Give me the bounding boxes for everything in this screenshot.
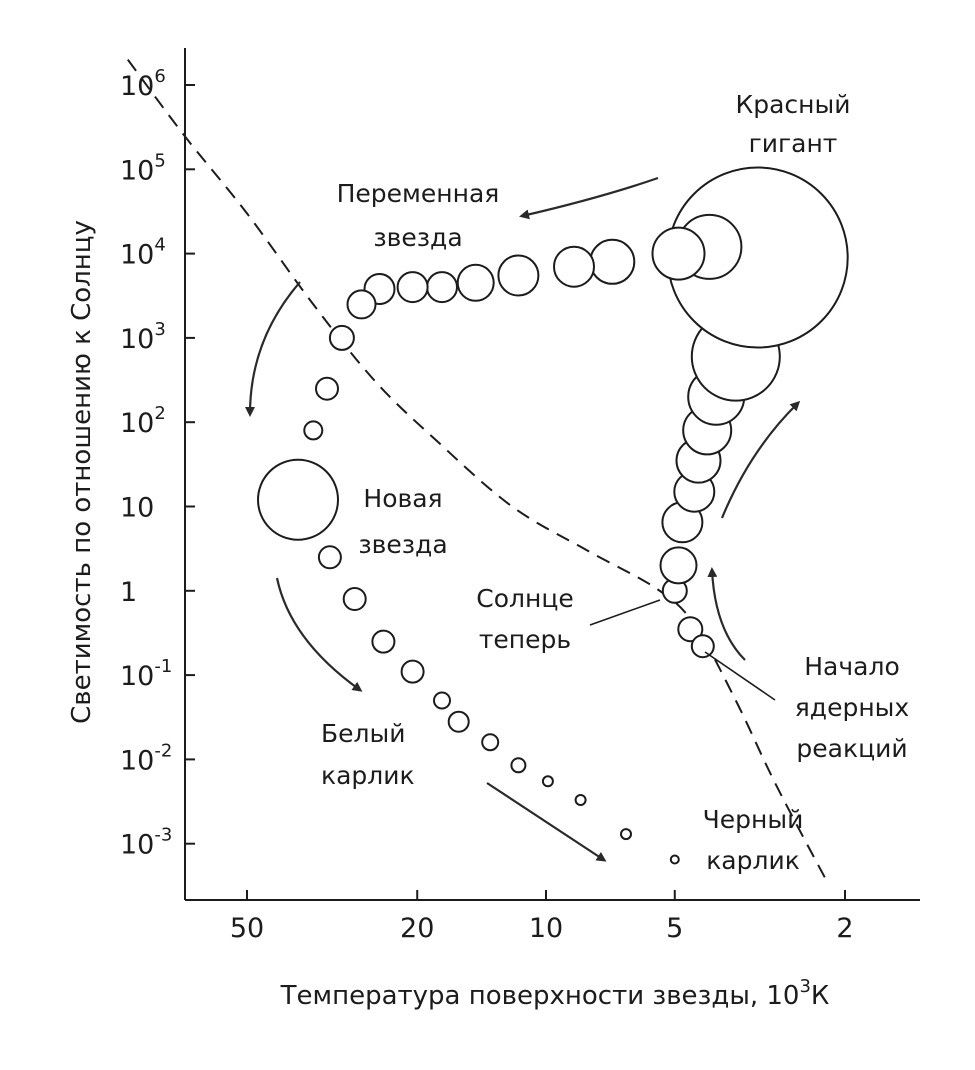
x-axis-title: Температура поверхности звезды, 103К [280,976,830,1011]
label-variable-star: Переменная звезда [337,179,500,252]
y-tick-label: 104 [120,235,166,271]
y-tick-label: 10-1 [120,656,172,692]
star-point [315,376,339,401]
star-point [426,271,458,304]
star-point [342,587,367,611]
star-point [346,289,377,320]
star-point [574,794,587,806]
arrow-red-giant-up [720,400,801,519]
red-giant-line1: Красный [735,90,850,119]
x-axis-ticks: 50 20 10 5 2 [230,890,854,944]
star-point [677,616,704,643]
sun-now-pointer [589,599,661,626]
star-point [690,634,715,659]
white-dwarf-line2: карлик [321,761,415,790]
star-point [620,828,632,841]
nuclear-start-line2: ядерных [795,693,909,722]
star-point [447,710,470,733]
variable-star-line1: Переменная [337,179,500,208]
x-tick-label: 10 [529,913,563,944]
y-tick-label: 10 [120,493,154,524]
star-point [659,546,698,585]
arrows [245,176,801,862]
red-giant-line2: гигант [749,129,838,158]
sun-now-line1: Солнце [476,584,573,613]
star-point [589,238,636,285]
nuclear-start-line1: Начало [804,652,899,681]
y-axis-title: Светимость по отношению к Солнцу [67,220,97,724]
star-point [328,324,355,351]
label-new-star: Новая звезда [358,484,447,559]
black-dwarf-line1: Черный [703,805,804,834]
star-point [317,545,342,570]
arrow-to-white-dwarf [275,577,363,692]
star-track [257,166,849,865]
y-tick-label: 10-3 [120,825,172,861]
star-point [456,263,495,302]
x-axis-title-exponent: 3 [799,976,810,997]
star-point [303,420,324,441]
y-tick-label: 103 [120,319,166,355]
x-tick-label: 50 [230,913,264,944]
star-point [257,458,339,541]
label-white-dwarf: Белый карлик [321,719,415,790]
label-red-giant: Красный гигант [735,90,850,158]
variable-star-line2: звезда [373,223,462,252]
label-black-dwarf: Черный карлик [703,805,804,875]
y-tick-label: 106 [120,66,166,102]
arrow-nuclear-up [707,567,746,661]
star-point [669,854,680,865]
star-point [396,271,429,304]
y-tick-label: 1 [120,577,137,608]
star-point [433,691,451,710]
arrow-to-variable [519,176,659,220]
y-tick-label: 10-2 [120,740,172,776]
star-point [651,226,706,281]
black-dwarf-line2: карлик [706,846,800,875]
x-tick-label: 5 [666,913,683,944]
x-tick-label: 2 [836,913,853,944]
star-point [510,757,527,774]
arrow-to-black-dwarf [486,782,607,862]
white-dwarf-line1: Белый [321,719,406,748]
x-axis-title-main: Температура поверхности звезды, 10 [280,981,800,1011]
label-sun-now: Солнце теперь [476,584,573,654]
star-point [371,629,396,654]
star-point [481,733,500,752]
main-sequence-line [126,59,829,883]
star-point [400,659,425,684]
nuclear-start-pointer [704,651,776,701]
x-axis-title-unit: К [811,981,829,1011]
x-tick-label: 20 [400,913,434,944]
new-star-line1: Новая [363,484,442,513]
star-point [553,245,595,288]
star-point [541,775,554,788]
label-nuclear-start: Начало ядерных реакций [795,652,909,763]
y-tick-label: 102 [120,403,166,439]
star-point [497,254,540,297]
nuclear-start-line3: реакций [796,734,907,763]
arrow-down-left [245,281,301,417]
y-tick-label: 105 [120,150,166,186]
new-star-line2: звезда [358,530,447,559]
sun-now-line2: теперь [479,625,571,654]
